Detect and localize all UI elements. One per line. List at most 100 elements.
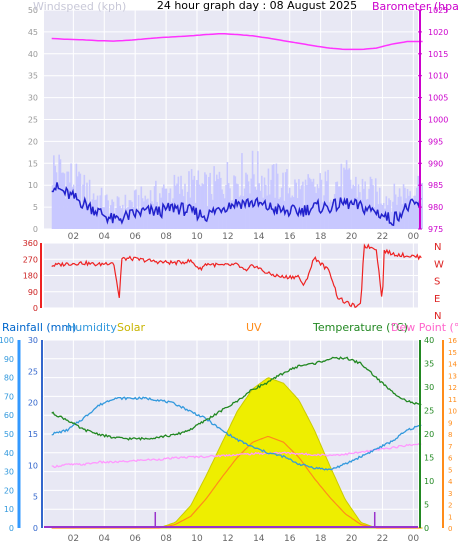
legend-solar: Solar bbox=[117, 321, 146, 334]
legend-dewpoint: Dew Point (°C) bbox=[391, 321, 458, 334]
wind-gust-bar bbox=[286, 169, 288, 229]
x-tick-label: 16 bbox=[284, 534, 296, 544]
humidity-tick-label: 30 bbox=[4, 468, 14, 477]
legend-humidity: Humidity bbox=[67, 321, 117, 334]
wind-gust-bar bbox=[246, 174, 249, 229]
wind-gust-bar bbox=[311, 181, 313, 229]
direction-tick-label: 360 bbox=[23, 239, 38, 248]
temperature-tick-label: 35 bbox=[424, 360, 434, 369]
humidity-tick-label: 60 bbox=[4, 411, 14, 420]
wind-gust-bar bbox=[188, 171, 190, 229]
compass-label: E bbox=[434, 294, 440, 305]
wind-gust-bar bbox=[136, 209, 139, 229]
wind-gust-bar bbox=[177, 176, 180, 229]
windspeed-tick-label: 40 bbox=[28, 50, 38, 59]
wind-gust-bar bbox=[359, 192, 361, 229]
wind-average-line bbox=[51, 182, 422, 227]
barometer-tick-label: 975 bbox=[428, 225, 443, 234]
windspeed-tick-label: 25 bbox=[28, 116, 38, 125]
wind-gust-bar bbox=[385, 196, 388, 229]
wind-gust-bar bbox=[70, 163, 72, 229]
x-tick-label: 14 bbox=[253, 534, 265, 544]
wind-gust-bar bbox=[258, 183, 260, 229]
wind-gust-bar bbox=[103, 207, 105, 229]
direction-tick-label: 270 bbox=[23, 255, 38, 264]
temperature-tick-label: 0 bbox=[424, 524, 429, 533]
wind-gust-bar bbox=[253, 174, 255, 229]
wind-gust-bar bbox=[189, 197, 192, 229]
wind-gust-bar bbox=[205, 174, 207, 229]
wind-gust-bar bbox=[66, 171, 68, 229]
wind-gust-bar bbox=[72, 184, 75, 229]
wind-direction-line bbox=[51, 243, 422, 309]
wind-gust-bar bbox=[344, 169, 347, 229]
wind-gust-bar bbox=[64, 198, 67, 229]
wind-gust-bar bbox=[53, 155, 55, 229]
wind-gust-bar bbox=[84, 200, 87, 229]
wind-gust-bar bbox=[61, 172, 63, 229]
axes bbox=[17, 9, 444, 528]
wind-gust-bar bbox=[378, 187, 381, 229]
uv-tick-label: 10 bbox=[448, 408, 457, 416]
wind-gust-bar bbox=[284, 172, 287, 229]
uv-tick-label: 13 bbox=[448, 372, 457, 380]
wind-gust-bar bbox=[333, 194, 336, 229]
wind-gust-bar bbox=[327, 169, 329, 229]
wind-gust-bar bbox=[194, 202, 197, 229]
wind-gust-bar bbox=[355, 176, 357, 229]
uv-tick-label: 9 bbox=[448, 419, 452, 427]
wind-gust-bar bbox=[261, 175, 263, 229]
wind-gust-bar bbox=[98, 208, 100, 229]
wind-gust-bar bbox=[268, 194, 271, 229]
barometer-tick-label: 1025 bbox=[428, 6, 448, 15]
wind-gust-bar bbox=[393, 183, 396, 229]
wind-gust-bar bbox=[368, 188, 370, 229]
wind-gust-bar bbox=[361, 178, 364, 229]
wind-gust-bar bbox=[129, 200, 132, 229]
wind-gust-bar bbox=[410, 201, 413, 229]
x-tick-label: 04 bbox=[99, 534, 111, 544]
wind-gust-bar bbox=[416, 187, 418, 229]
wind-gust-bar bbox=[196, 180, 198, 229]
wind-gust-bar bbox=[54, 165, 56, 229]
temperature-tick-label: 25 bbox=[424, 407, 434, 416]
tick-labels: 0202040406060808101012121414161618182020… bbox=[0, 6, 457, 544]
x-tick-label: 20 bbox=[346, 534, 358, 544]
direction-tick-label: 90 bbox=[28, 288, 38, 297]
wind-gust-bar bbox=[76, 176, 79, 229]
wind-gust-bar bbox=[87, 203, 90, 229]
wind-gust-bar bbox=[373, 206, 376, 229]
humidity-tick-label: 20 bbox=[4, 486, 14, 495]
wind-gust-bar bbox=[409, 191, 411, 229]
wind-gust-bar bbox=[237, 184, 239, 229]
wind-gust-bar bbox=[323, 195, 325, 229]
wind-gust-bar bbox=[341, 198, 344, 229]
wind-gust-bar bbox=[278, 198, 280, 229]
wind-gust-bar bbox=[132, 207, 135, 229]
wind-gust-bar bbox=[369, 176, 372, 229]
wind-gust-bar bbox=[55, 172, 58, 229]
wind-gust-bar bbox=[348, 168, 351, 229]
barometer-label: Barometer (hpa) bbox=[372, 0, 458, 13]
x-tick-label: 18 bbox=[315, 534, 327, 544]
rain-tick-label: 5 bbox=[33, 493, 38, 502]
wind-gust-bar bbox=[115, 207, 117, 229]
x-tick-label: 02 bbox=[68, 232, 79, 242]
wind-gust-bar bbox=[275, 163, 278, 229]
temperature-tick-label: 30 bbox=[424, 383, 434, 392]
uv-tick-label: 3 bbox=[448, 490, 452, 498]
x-tick-label: 18 bbox=[315, 232, 327, 242]
x-tick-label: 06 bbox=[129, 534, 141, 544]
wind-gust-bar bbox=[367, 198, 369, 229]
wind-gust-bar bbox=[400, 196, 402, 229]
wind-gust-bar bbox=[79, 173, 82, 229]
uv-tick-label: 11 bbox=[448, 396, 457, 404]
wind-gust-bar bbox=[200, 186, 202, 229]
wind-gust-bar bbox=[329, 199, 332, 229]
wind-gust-bar bbox=[144, 195, 147, 229]
wind-gust-bar bbox=[238, 196, 241, 229]
wind-gust-bar bbox=[310, 179, 312, 229]
wind-gust-bar bbox=[242, 196, 245, 229]
windspeed-label: Windspeed (kph) bbox=[33, 0, 126, 13]
uv-tick-label: 8 bbox=[448, 431, 452, 439]
